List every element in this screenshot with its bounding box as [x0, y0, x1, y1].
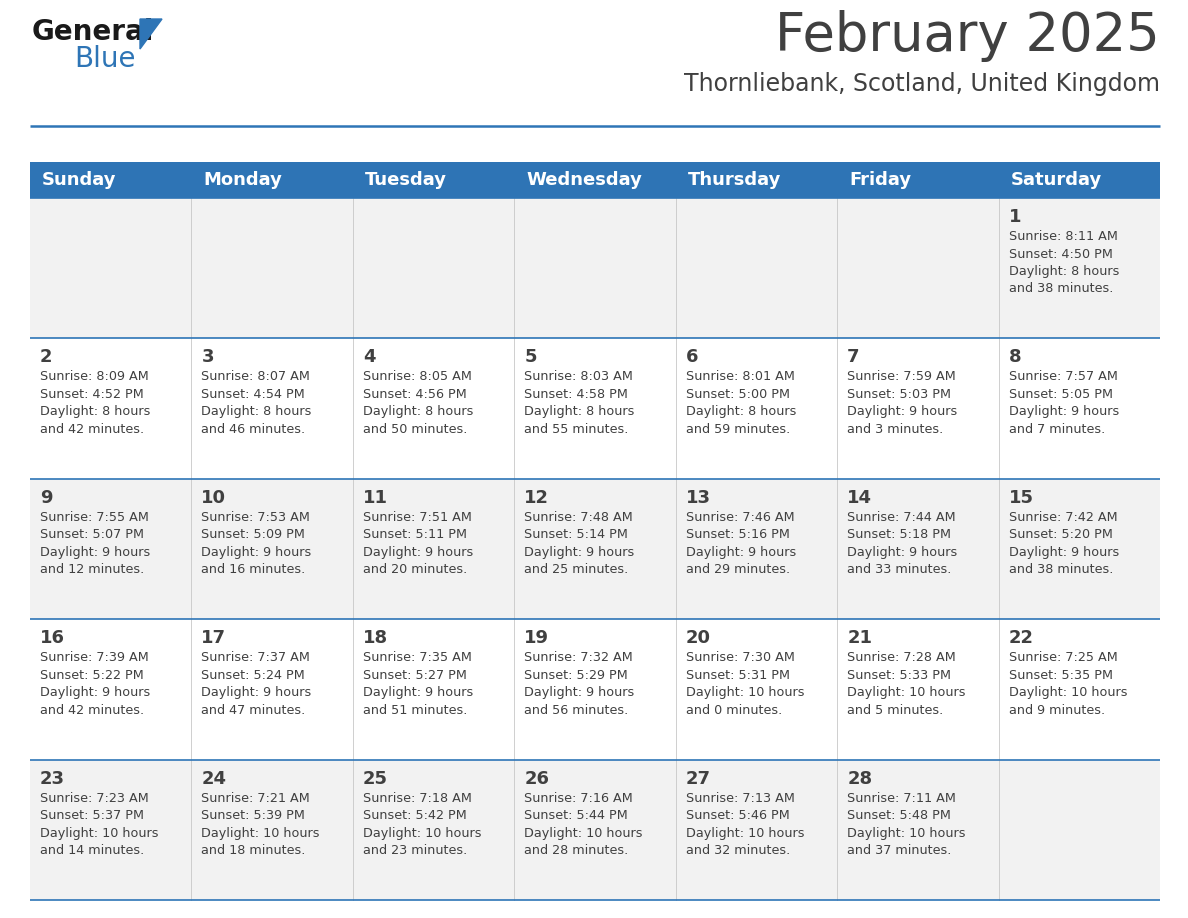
Text: Sunrise: 7:32 AM
Sunset: 5:29 PM
Daylight: 9 hours
and 56 minutes.: Sunrise: 7:32 AM Sunset: 5:29 PM Dayligh…: [524, 651, 634, 717]
Bar: [30, 339, 1159, 479]
Text: Sunrise: 7:44 AM
Sunset: 5:18 PM
Daylight: 9 hours
and 33 minutes.: Sunrise: 7:44 AM Sunset: 5:18 PM Dayligh…: [847, 510, 958, 577]
Text: Sunrise: 8:03 AM
Sunset: 4:58 PM
Daylight: 8 hours
and 55 minutes.: Sunrise: 8:03 AM Sunset: 4:58 PM Dayligh…: [524, 370, 634, 436]
Text: 24: 24: [202, 769, 227, 788]
Text: Sunrise: 7:57 AM
Sunset: 5:05 PM
Daylight: 9 hours
and 7 minutes.: Sunrise: 7:57 AM Sunset: 5:05 PM Dayligh…: [1009, 370, 1119, 436]
Text: Sunrise: 7:51 AM
Sunset: 5:11 PM
Daylight: 9 hours
and 20 minutes.: Sunrise: 7:51 AM Sunset: 5:11 PM Dayligh…: [362, 510, 473, 577]
Text: Wednesday: Wednesday: [526, 171, 643, 189]
Text: 18: 18: [362, 629, 388, 647]
Text: Sunrise: 7:39 AM
Sunset: 5:22 PM
Daylight: 9 hours
and 42 minutes.: Sunrise: 7:39 AM Sunset: 5:22 PM Dayligh…: [40, 651, 150, 717]
Text: Sunrise: 7:30 AM
Sunset: 5:31 PM
Daylight: 10 hours
and 0 minutes.: Sunrise: 7:30 AM Sunset: 5:31 PM Dayligh…: [685, 651, 804, 717]
Text: 4: 4: [362, 349, 375, 366]
Bar: [30, 198, 1159, 339]
Text: 8: 8: [1009, 349, 1022, 366]
Text: 27: 27: [685, 769, 710, 788]
Text: Sunrise: 7:55 AM
Sunset: 5:07 PM
Daylight: 9 hours
and 12 minutes.: Sunrise: 7:55 AM Sunset: 5:07 PM Dayligh…: [40, 510, 150, 577]
Text: 5: 5: [524, 349, 537, 366]
Text: 6: 6: [685, 349, 699, 366]
Text: 2: 2: [40, 349, 52, 366]
Text: 15: 15: [1009, 488, 1034, 507]
Bar: [30, 759, 1159, 900]
Text: Sunrise: 8:07 AM
Sunset: 4:54 PM
Daylight: 8 hours
and 46 minutes.: Sunrise: 8:07 AM Sunset: 4:54 PM Dayligh…: [202, 370, 311, 436]
Text: Sunrise: 8:09 AM
Sunset: 4:52 PM
Daylight: 8 hours
and 42 minutes.: Sunrise: 8:09 AM Sunset: 4:52 PM Dayligh…: [40, 370, 151, 436]
Text: Thursday: Thursday: [688, 171, 781, 189]
Text: 28: 28: [847, 769, 872, 788]
Text: Tuesday: Tuesday: [365, 171, 447, 189]
Text: Sunrise: 7:21 AM
Sunset: 5:39 PM
Daylight: 10 hours
and 18 minutes.: Sunrise: 7:21 AM Sunset: 5:39 PM Dayligh…: [202, 791, 320, 857]
Text: Blue: Blue: [74, 45, 135, 73]
Text: Sunrise: 7:42 AM
Sunset: 5:20 PM
Daylight: 9 hours
and 38 minutes.: Sunrise: 7:42 AM Sunset: 5:20 PM Dayligh…: [1009, 510, 1119, 577]
Text: Sunrise: 7:53 AM
Sunset: 5:09 PM
Daylight: 9 hours
and 16 minutes.: Sunrise: 7:53 AM Sunset: 5:09 PM Dayligh…: [202, 510, 311, 577]
Text: 12: 12: [524, 488, 549, 507]
Text: General: General: [32, 18, 154, 46]
Text: 10: 10: [202, 488, 227, 507]
Text: Saturday: Saturday: [1011, 171, 1101, 189]
Text: Sunrise: 8:01 AM
Sunset: 5:00 PM
Daylight: 8 hours
and 59 minutes.: Sunrise: 8:01 AM Sunset: 5:00 PM Dayligh…: [685, 370, 796, 436]
Text: 9: 9: [40, 488, 52, 507]
Text: Sunrise: 7:25 AM
Sunset: 5:35 PM
Daylight: 10 hours
and 9 minutes.: Sunrise: 7:25 AM Sunset: 5:35 PM Dayligh…: [1009, 651, 1127, 717]
Text: 26: 26: [524, 769, 549, 788]
Text: 21: 21: [847, 629, 872, 647]
Text: Sunrise: 7:35 AM
Sunset: 5:27 PM
Daylight: 9 hours
and 51 minutes.: Sunrise: 7:35 AM Sunset: 5:27 PM Dayligh…: [362, 651, 473, 717]
Text: Sunrise: 7:18 AM
Sunset: 5:42 PM
Daylight: 10 hours
and 23 minutes.: Sunrise: 7:18 AM Sunset: 5:42 PM Dayligh…: [362, 791, 481, 857]
Text: February 2025: February 2025: [776, 10, 1159, 62]
Text: 16: 16: [40, 629, 65, 647]
Text: Sunrise: 7:23 AM
Sunset: 5:37 PM
Daylight: 10 hours
and 14 minutes.: Sunrise: 7:23 AM Sunset: 5:37 PM Dayligh…: [40, 791, 158, 857]
Text: Sunday: Sunday: [42, 171, 116, 189]
Text: 7: 7: [847, 349, 860, 366]
Bar: [30, 620, 1159, 759]
Text: Sunrise: 8:05 AM
Sunset: 4:56 PM
Daylight: 8 hours
and 50 minutes.: Sunrise: 8:05 AM Sunset: 4:56 PM Dayligh…: [362, 370, 473, 436]
Text: Sunrise: 7:13 AM
Sunset: 5:46 PM
Daylight: 10 hours
and 32 minutes.: Sunrise: 7:13 AM Sunset: 5:46 PM Dayligh…: [685, 791, 804, 857]
Text: 14: 14: [847, 488, 872, 507]
Text: 23: 23: [40, 769, 65, 788]
Text: 13: 13: [685, 488, 710, 507]
Polygon shape: [140, 19, 162, 49]
Bar: [30, 479, 1159, 620]
Bar: [30, 162, 1159, 198]
Text: 1: 1: [1009, 208, 1020, 226]
Text: 22: 22: [1009, 629, 1034, 647]
Text: Sunrise: 7:48 AM
Sunset: 5:14 PM
Daylight: 9 hours
and 25 minutes.: Sunrise: 7:48 AM Sunset: 5:14 PM Dayligh…: [524, 510, 634, 577]
Text: Sunrise: 7:16 AM
Sunset: 5:44 PM
Daylight: 10 hours
and 28 minutes.: Sunrise: 7:16 AM Sunset: 5:44 PM Dayligh…: [524, 791, 643, 857]
Text: Sunrise: 7:28 AM
Sunset: 5:33 PM
Daylight: 10 hours
and 5 minutes.: Sunrise: 7:28 AM Sunset: 5:33 PM Dayligh…: [847, 651, 966, 717]
Text: Thornliebank, Scotland, United Kingdom: Thornliebank, Scotland, United Kingdom: [684, 72, 1159, 96]
Text: Sunrise: 7:11 AM
Sunset: 5:48 PM
Daylight: 10 hours
and 37 minutes.: Sunrise: 7:11 AM Sunset: 5:48 PM Dayligh…: [847, 791, 966, 857]
Text: 17: 17: [202, 629, 227, 647]
Text: 19: 19: [524, 629, 549, 647]
Text: Sunrise: 7:59 AM
Sunset: 5:03 PM
Daylight: 9 hours
and 3 minutes.: Sunrise: 7:59 AM Sunset: 5:03 PM Dayligh…: [847, 370, 958, 436]
Text: 3: 3: [202, 349, 214, 366]
Text: Sunrise: 8:11 AM
Sunset: 4:50 PM
Daylight: 8 hours
and 38 minutes.: Sunrise: 8:11 AM Sunset: 4:50 PM Dayligh…: [1009, 230, 1119, 296]
Text: 20: 20: [685, 629, 710, 647]
Text: Monday: Monday: [203, 171, 283, 189]
Text: Sunrise: 7:37 AM
Sunset: 5:24 PM
Daylight: 9 hours
and 47 minutes.: Sunrise: 7:37 AM Sunset: 5:24 PM Dayligh…: [202, 651, 311, 717]
Text: 11: 11: [362, 488, 387, 507]
Text: Friday: Friday: [849, 171, 911, 189]
Text: Sunrise: 7:46 AM
Sunset: 5:16 PM
Daylight: 9 hours
and 29 minutes.: Sunrise: 7:46 AM Sunset: 5:16 PM Dayligh…: [685, 510, 796, 577]
Text: 25: 25: [362, 769, 387, 788]
